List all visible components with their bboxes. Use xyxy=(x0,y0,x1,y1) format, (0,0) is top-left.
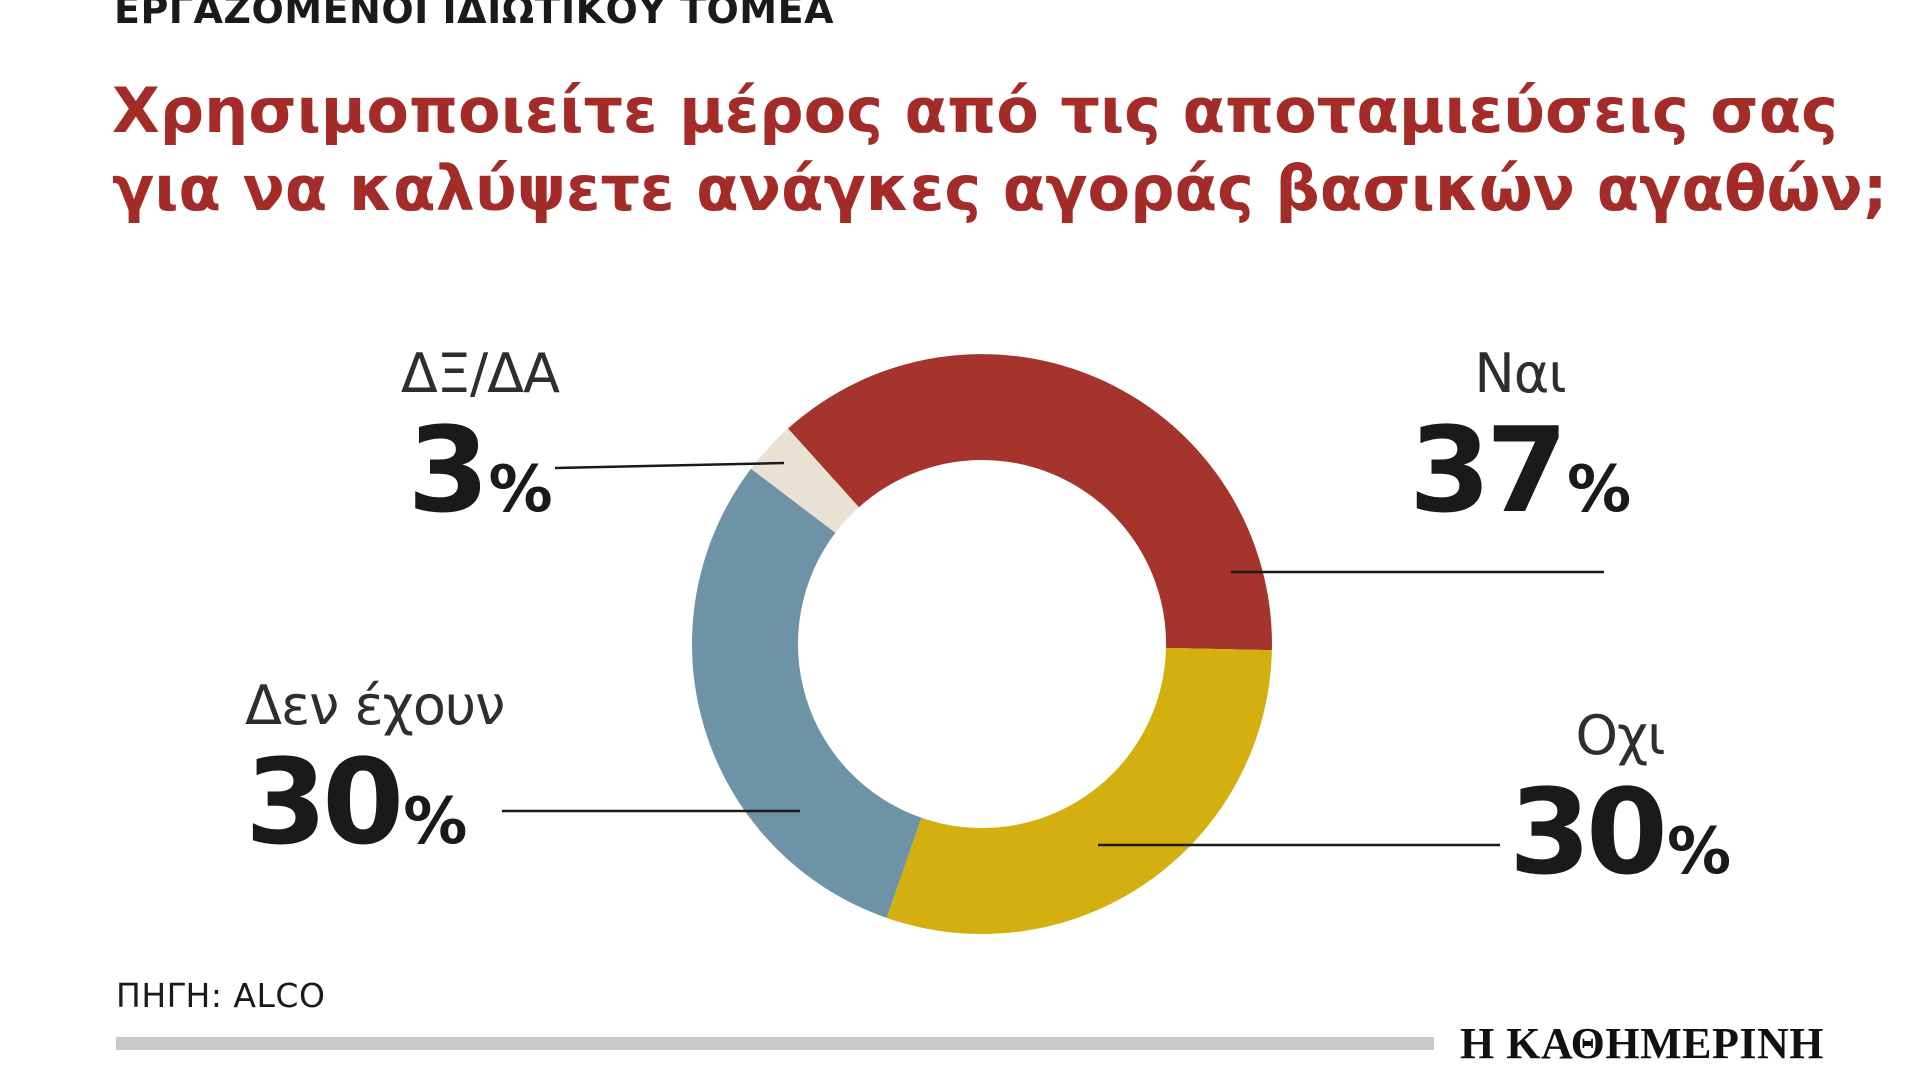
callout-nai-value: 37% xyxy=(1360,411,1680,529)
donut-segment-Ναι xyxy=(788,354,1272,651)
callout-den-exoun: Δεν έχουν 30% xyxy=(245,674,665,861)
callout-nai: Ναι 37% xyxy=(1360,342,1680,529)
callout-oxi-percent-sign: % xyxy=(1667,814,1732,889)
kicker-label: ΕΡΓΑΖΟΜΕΝΟΙ ΙΔΙΩΤΙΚΟΥ ΤΟΜΕΑ xyxy=(114,0,834,32)
callout-den-exoun-value: 30% xyxy=(245,743,665,861)
callout-dxda-percent-sign: % xyxy=(488,452,553,527)
callout-oxi: Οχι 30% xyxy=(1450,704,1790,891)
callout-den-exoun-percent-sign: % xyxy=(403,784,468,859)
leader-line-dxda xyxy=(554,461,785,470)
callout-dxda: ΔΞ/ΔΑ 3% xyxy=(330,342,630,529)
callout-oxi-label: Οχι xyxy=(1575,704,1666,767)
callout-den-exoun-label: Δεν έχουν xyxy=(245,674,505,737)
callout-dxda-label: ΔΞ/ΔΑ xyxy=(400,342,560,405)
chart-title: Χρησιμοποιείτε μέρος από τις αποταμιεύσε… xyxy=(112,72,1888,228)
callout-nai-label: Ναι xyxy=(1474,342,1566,405)
donut-segment-ΔΞ/ΔΑ xyxy=(751,428,859,533)
donut-chart xyxy=(691,354,1272,935)
callout-den-exoun-number: 30 xyxy=(245,732,404,871)
callout-nai-percent-sign: % xyxy=(1567,452,1632,527)
brand-logo: Η ΚΑΘΗΜΕΡΙΝΗ xyxy=(1460,1019,1824,1068)
callout-dxda-value: 3% xyxy=(330,411,630,529)
callout-nai-number: 37 xyxy=(1408,400,1568,539)
callout-dxda-number: 3 xyxy=(407,400,489,539)
callout-oxi-number: 30 xyxy=(1508,762,1668,901)
chart-title-line2: για να καλύψετε ανάγκες αγοράς βασικών α… xyxy=(112,152,1888,226)
donut-segment-Οχι xyxy=(886,647,1272,935)
footer: Η ΚΑΘΗΜΕΡΙΝΗ xyxy=(116,1018,1824,1069)
chart-title-line1: Χρησιμοποιείτε μέρος από τις αποταμιεύσε… xyxy=(112,74,1838,147)
footer-bar xyxy=(116,1037,1434,1050)
callout-oxi-value: 30% xyxy=(1450,773,1790,891)
donut-segment-Δεν έχουν xyxy=(691,468,922,918)
source-label: ΠΗΓΗ: ALCO xyxy=(116,976,326,1015)
